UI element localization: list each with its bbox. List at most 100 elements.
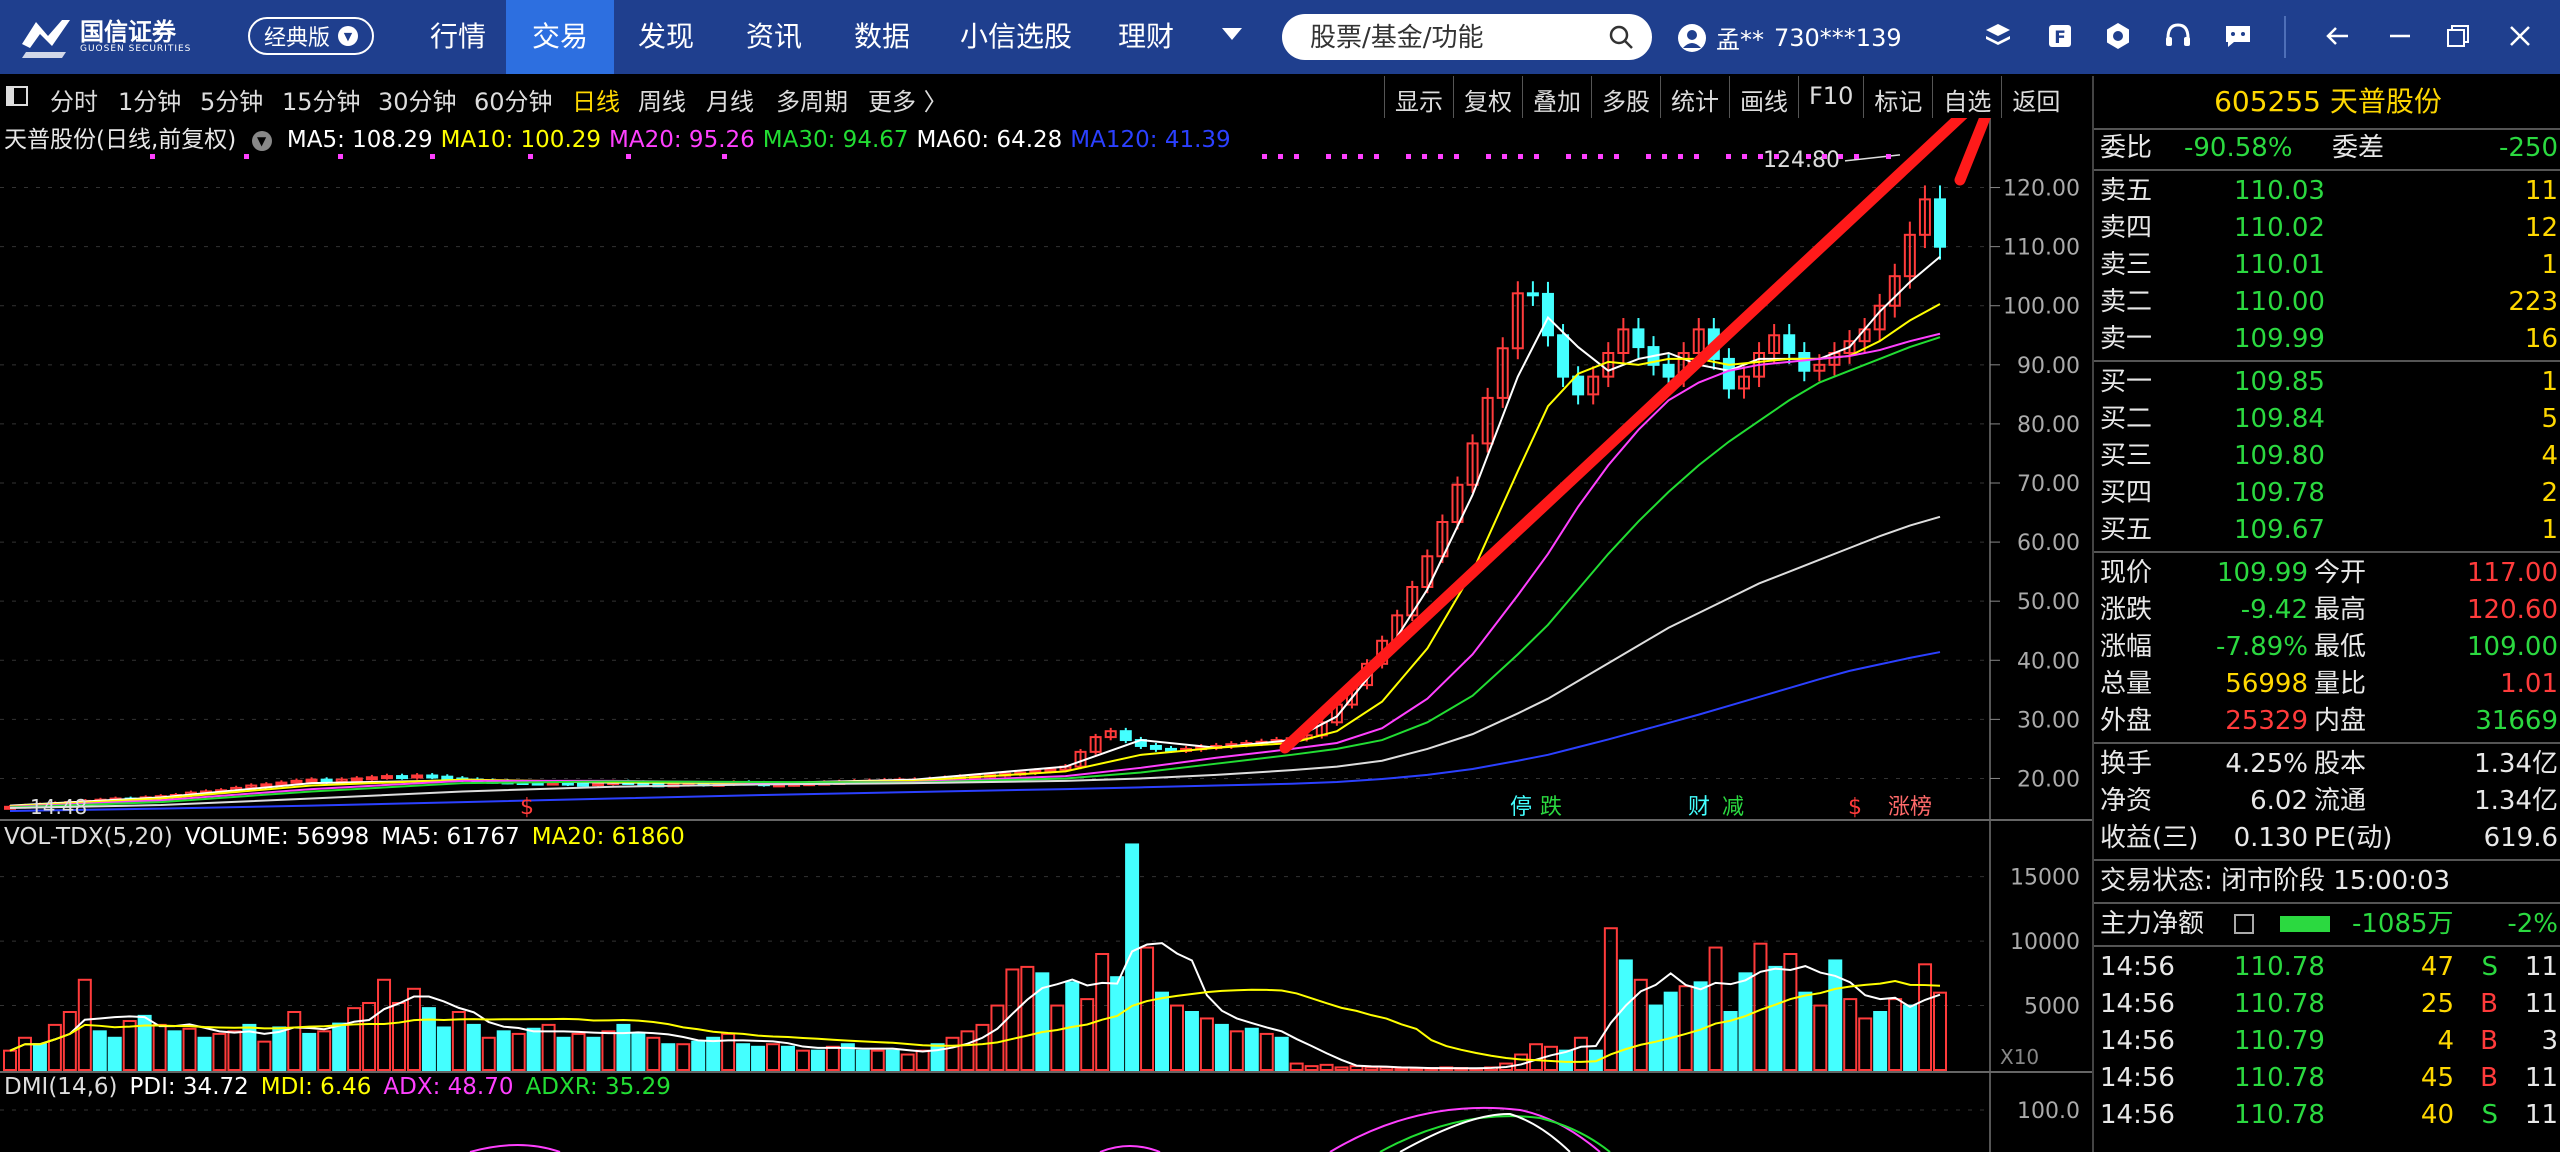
period-monthly[interactable]: 月线	[706, 88, 754, 116]
asks-row[interactable]: 卖一 109.99 16	[2094, 321, 2560, 358]
signal-dot	[1566, 154, 1571, 159]
y-tick-label: 90.00	[2017, 354, 2080, 379]
tool-watchlist[interactable]: 自选	[1932, 76, 2001, 118]
volume-legend-item: MA5: 61767	[381, 824, 520, 850]
bids-row[interactable]: 买三 109.80 4	[2094, 438, 2560, 475]
back-arrow-icon[interactable]	[2322, 20, 2354, 52]
signal-dot	[244, 154, 249, 159]
nav-item-licai[interactable]: 理财	[1117, 20, 1174, 53]
search-input[interactable]	[1308, 20, 1602, 56]
nav-item-faxian[interactable]: 发现	[637, 20, 694, 53]
signal-dot	[1662, 154, 1667, 159]
quote-value: 117.00	[2467, 558, 2558, 588]
tick-count: 11	[2524, 1063, 2558, 1093]
volume-tick-label: 15000	[2010, 866, 2080, 891]
period-30min[interactable]: 30分钟	[378, 88, 457, 116]
tool-mark[interactable]: 标记	[1863, 76, 1932, 118]
list-icon[interactable]	[2234, 914, 2254, 934]
user-account[interactable]: 孟** 730***139	[1678, 20, 1902, 55]
tick-price: 110.79	[2234, 1026, 2325, 1056]
candle	[290, 779, 303, 784]
close-icon[interactable]	[2504, 20, 2536, 52]
tool-multi-stock[interactable]: 多股	[1591, 76, 1660, 118]
period-multi[interactable]: 多周期	[776, 88, 848, 116]
tool-draw[interactable]: 画线	[1729, 76, 1798, 118]
restore-icon[interactable]	[2442, 20, 2474, 52]
tool-adjust[interactable]: 复权	[1453, 76, 1522, 118]
asks-price: 110.01	[2234, 250, 2325, 280]
candle	[1511, 292, 1524, 350]
message-icon[interactable]	[2222, 20, 2254, 52]
tool-stats[interactable]: 统计	[1660, 76, 1729, 118]
candle	[576, 782, 589, 787]
stats-label: PE(动)	[2314, 823, 2393, 853]
volume-bar	[1573, 1036, 1588, 1071]
nav-more-icon[interactable]	[1222, 28, 1242, 40]
period-15min[interactable]: 15分钟	[282, 88, 361, 116]
app-logo[interactable]: 国信证券 GUOSEN SECURITIES	[18, 14, 191, 60]
dmi-legend-item: MDI: 6.46	[260, 1074, 372, 1100]
signal-dot	[1758, 154, 1763, 159]
chart-area[interactable]: 120.00 110.00 100.00 90.00 80.00 70.00 60.00 50…	[0, 118, 2092, 1152]
volume-bar	[1214, 1023, 1229, 1072]
bids-price: 109.85	[2234, 367, 2325, 397]
chevron-down-icon[interactable]: ▼	[251, 130, 272, 151]
search-box[interactable]	[1282, 14, 1652, 60]
period-fenshi[interactable]: 分时	[50, 88, 98, 116]
candle	[1903, 233, 1916, 278]
stats-label: 股本	[2314, 749, 2367, 779]
layers-icon[interactable]	[1982, 20, 2014, 52]
nav-item-zixun[interactable]: 资讯	[745, 20, 802, 53]
period-5min[interactable]: 5分钟	[200, 88, 264, 116]
tool-display[interactable]: 显示	[1384, 76, 1453, 118]
asks-row[interactable]: 卖三 110.01 1	[2094, 247, 2560, 284]
user-name: 孟**	[1716, 26, 1764, 54]
period-weekly[interactable]: 周线	[638, 88, 686, 116]
tool-f10[interactable]: F10	[1798, 76, 1863, 118]
headset-icon[interactable]	[2162, 20, 2194, 52]
volume-bar	[586, 1036, 601, 1071]
bids-row[interactable]: 买一 109.85 1	[2094, 364, 2560, 401]
volume-bar	[1843, 998, 1858, 1071]
asks-row[interactable]: 卖二 110.00 223	[2094, 284, 2560, 321]
tool-back[interactable]: 返回	[2001, 76, 2070, 118]
svg-text:F: F	[2054, 28, 2066, 48]
tick-count: 11	[2524, 952, 2558, 982]
edition-switch[interactable]: 经典版 ▼	[248, 17, 374, 55]
search-icon[interactable]	[1608, 24, 1634, 50]
bids-volume: 1	[2541, 515, 2558, 545]
asks-row[interactable]: 卖五 110.03 11	[2094, 173, 2560, 210]
bids-row[interactable]: 买五 109.67 1	[2094, 512, 2560, 549]
tick-time: 14:56	[2100, 1026, 2175, 1056]
volume-bar	[436, 1026, 451, 1072]
volume-bar	[1873, 1011, 1888, 1071]
panel-toggle-icon[interactable]	[6, 86, 28, 106]
tool-overlay[interactable]: 叠加	[1522, 76, 1591, 118]
asks-row[interactable]: 卖四 110.02 12	[2094, 210, 2560, 247]
nav-item-xiaoxin[interactable]: 小信选股	[959, 20, 1072, 53]
volume-bar	[945, 1036, 960, 1071]
volume-bar	[541, 1023, 556, 1072]
volume-bar	[167, 1030, 182, 1071]
volume-bar	[1035, 972, 1050, 1071]
minimize-icon[interactable]	[2384, 20, 2416, 52]
signal-dot	[1582, 154, 1587, 159]
period-more[interactable]: 更多 〉	[868, 88, 948, 116]
settings-icon[interactable]	[2102, 20, 2134, 52]
nav-item-jiaoyi[interactable]: 交易	[506, 0, 614, 74]
bids-row[interactable]: 买二 109.84 5	[2094, 401, 2560, 438]
period-daily[interactable]: 日线	[572, 88, 620, 116]
bids-row[interactable]: 买四 109.78 2	[2094, 475, 2560, 512]
candle	[1843, 340, 1856, 355]
candle	[1526, 292, 1539, 297]
period-1min[interactable]: 1分钟	[118, 88, 182, 116]
nav-item-shuju[interactable]: 数据	[853, 20, 910, 53]
stats-label: 净资	[2100, 786, 2153, 816]
bids-label: 买二	[2100, 404, 2153, 434]
f10-icon[interactable]: F	[2044, 20, 2076, 52]
period-60min[interactable]: 60分钟	[474, 88, 553, 116]
quote-value: -7.89%	[2216, 632, 2308, 662]
ma-legend-item: MA20: 95.26	[609, 127, 755, 153]
nav-item-hangqing[interactable]: 行情	[429, 20, 486, 53]
adx-line	[469, 1144, 561, 1152]
